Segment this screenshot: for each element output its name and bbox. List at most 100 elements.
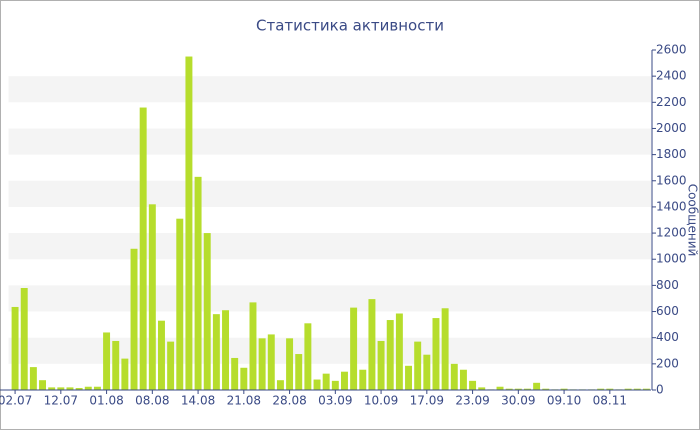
x-tick-label: 08.08	[135, 394, 169, 408]
bar	[84, 386, 92, 390]
x-tick-label: 01.08	[89, 394, 123, 408]
y-tick-label: 2400	[656, 69, 687, 83]
bar	[340, 371, 348, 390]
bar	[295, 354, 303, 390]
bar	[29, 367, 37, 390]
chart-title: Статистика активности	[256, 17, 444, 35]
bar	[313, 379, 321, 390]
y-tick-label: 2200	[656, 95, 687, 109]
grid-band	[8, 285, 651, 312]
y-tick-label: 1600	[656, 173, 687, 187]
y-tick-label: 200	[656, 356, 679, 370]
bar	[423, 354, 431, 390]
grid-band	[8, 128, 651, 155]
bar	[167, 341, 175, 390]
x-tick-label: 10.09	[364, 394, 398, 408]
bar	[258, 338, 266, 390]
bar	[249, 302, 257, 390]
x-tick-label: 21.08	[227, 394, 261, 408]
y-tick-label: 2000	[656, 121, 687, 135]
bar	[75, 388, 83, 390]
bar	[350, 307, 358, 390]
bar	[222, 310, 230, 390]
y-tick-label: 1800	[656, 147, 687, 161]
y-tick-label: 400	[656, 330, 679, 344]
x-tick-label: 03.09	[318, 394, 352, 408]
bar	[606, 388, 614, 390]
bar	[469, 380, 477, 390]
bar	[496, 386, 504, 390]
grid-band	[8, 180, 651, 207]
bar	[560, 388, 568, 390]
x-tick-label: 12.07	[44, 394, 78, 408]
x-tick-label: 09.10	[547, 394, 581, 408]
bar	[322, 373, 330, 390]
bar	[57, 387, 65, 390]
bar	[624, 388, 632, 390]
bar	[121, 358, 129, 390]
bar	[414, 341, 422, 390]
bar	[642, 388, 650, 390]
x-tick-label: 02.07	[0, 394, 32, 408]
bar	[185, 56, 193, 391]
x-tick-label: 17.09	[410, 394, 444, 408]
bar	[386, 320, 394, 390]
bar	[331, 380, 339, 390]
x-tick-label: 30.09	[501, 394, 535, 408]
x-tick-label: 28.08	[272, 394, 306, 408]
bar	[240, 367, 248, 390]
y-tick-label: 800	[656, 278, 679, 292]
bar	[212, 314, 220, 390]
bar	[432, 318, 440, 390]
bar	[505, 388, 513, 390]
y-axis-title: Сообщений	[686, 184, 700, 257]
bar	[514, 388, 522, 390]
bar	[368, 299, 376, 390]
bar	[176, 218, 184, 390]
bar	[112, 340, 120, 390]
bar	[395, 313, 403, 390]
bar	[276, 380, 284, 390]
x-tick-label: 14.08	[181, 394, 215, 408]
grid-band	[8, 76, 651, 103]
bar	[93, 386, 101, 390]
bar	[20, 288, 28, 390]
y-tick-label: 600	[656, 304, 679, 318]
bar	[478, 387, 486, 390]
bar	[459, 369, 467, 390]
grid-band	[8, 233, 651, 260]
bar	[11, 306, 19, 390]
bar	[203, 233, 211, 390]
bar	[267, 334, 275, 390]
bar	[633, 388, 641, 390]
bar	[103, 332, 111, 390]
x-tick-label: 23.09	[455, 394, 489, 408]
bar	[66, 387, 74, 390]
bar	[304, 323, 312, 390]
bar	[194, 176, 202, 390]
bar	[157, 320, 165, 390]
bar	[597, 388, 605, 390]
y-tick-label: 1400	[656, 199, 687, 213]
bar	[148, 204, 156, 390]
y-tick-label: 2600	[656, 43, 687, 57]
y-tick-label: 0	[656, 383, 664, 397]
bar	[39, 380, 47, 390]
bar	[48, 387, 56, 390]
x-tick-label: 08.11	[593, 394, 627, 408]
bar	[377, 340, 385, 390]
bar	[405, 365, 413, 390]
y-tick-label: 1000	[656, 252, 687, 266]
bar	[542, 388, 550, 390]
bar	[523, 388, 531, 390]
bar	[286, 338, 294, 390]
bar	[533, 382, 541, 390]
bar	[450, 363, 458, 390]
bar	[139, 107, 147, 391]
bar	[231, 357, 239, 390]
bar	[441, 308, 449, 390]
bar	[359, 369, 367, 390]
y-tick-label: 1200	[656, 226, 687, 240]
bar	[130, 248, 138, 390]
